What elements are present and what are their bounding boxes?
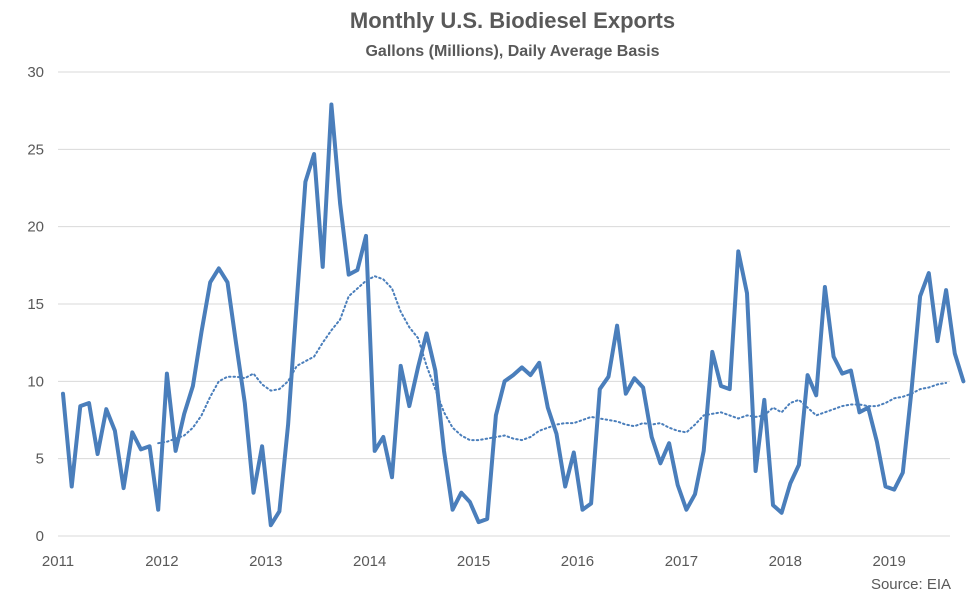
x-tick-label: 2011 (42, 553, 74, 570)
x-tick-label: 2015 (457, 553, 490, 570)
gridlines (58, 71, 950, 460)
exports-series-line (61, 102, 966, 528)
y-tick-label: 10 (27, 373, 44, 390)
source-note: Source: EIA (870, 576, 951, 593)
y-tick-label: 15 (27, 296, 44, 313)
y-tick-label: 5 (36, 451, 44, 468)
y-tick-label: 0 (36, 528, 44, 545)
y-tick-label: 20 (27, 219, 44, 236)
x-tick-label: 2014 (353, 553, 386, 570)
tick-labels: 0 5 10 15 20 25 30 2011 2012 2013 2014 2015 2016 2017… (27, 64, 906, 570)
x-tick-label: 2019 (872, 553, 905, 570)
x-tick-label: 2018 (769, 553, 802, 570)
x-tick-label: 2013 (249, 553, 282, 570)
y-tick-label: 25 (27, 141, 44, 158)
x-tick-label: 2012 (145, 553, 178, 570)
series-layer (61, 102, 966, 528)
trend-series-line (157, 275, 948, 445)
chart-title: Monthly U.S. Biodiesel Exports (349, 8, 676, 33)
x-tick-label: 2016 (561, 553, 594, 570)
x-tick-label: 2017 (665, 553, 698, 570)
chart-subtitle: Gallons (Millions), Daily Average Basis (365, 43, 660, 60)
y-tick-label: 30 (27, 64, 44, 81)
